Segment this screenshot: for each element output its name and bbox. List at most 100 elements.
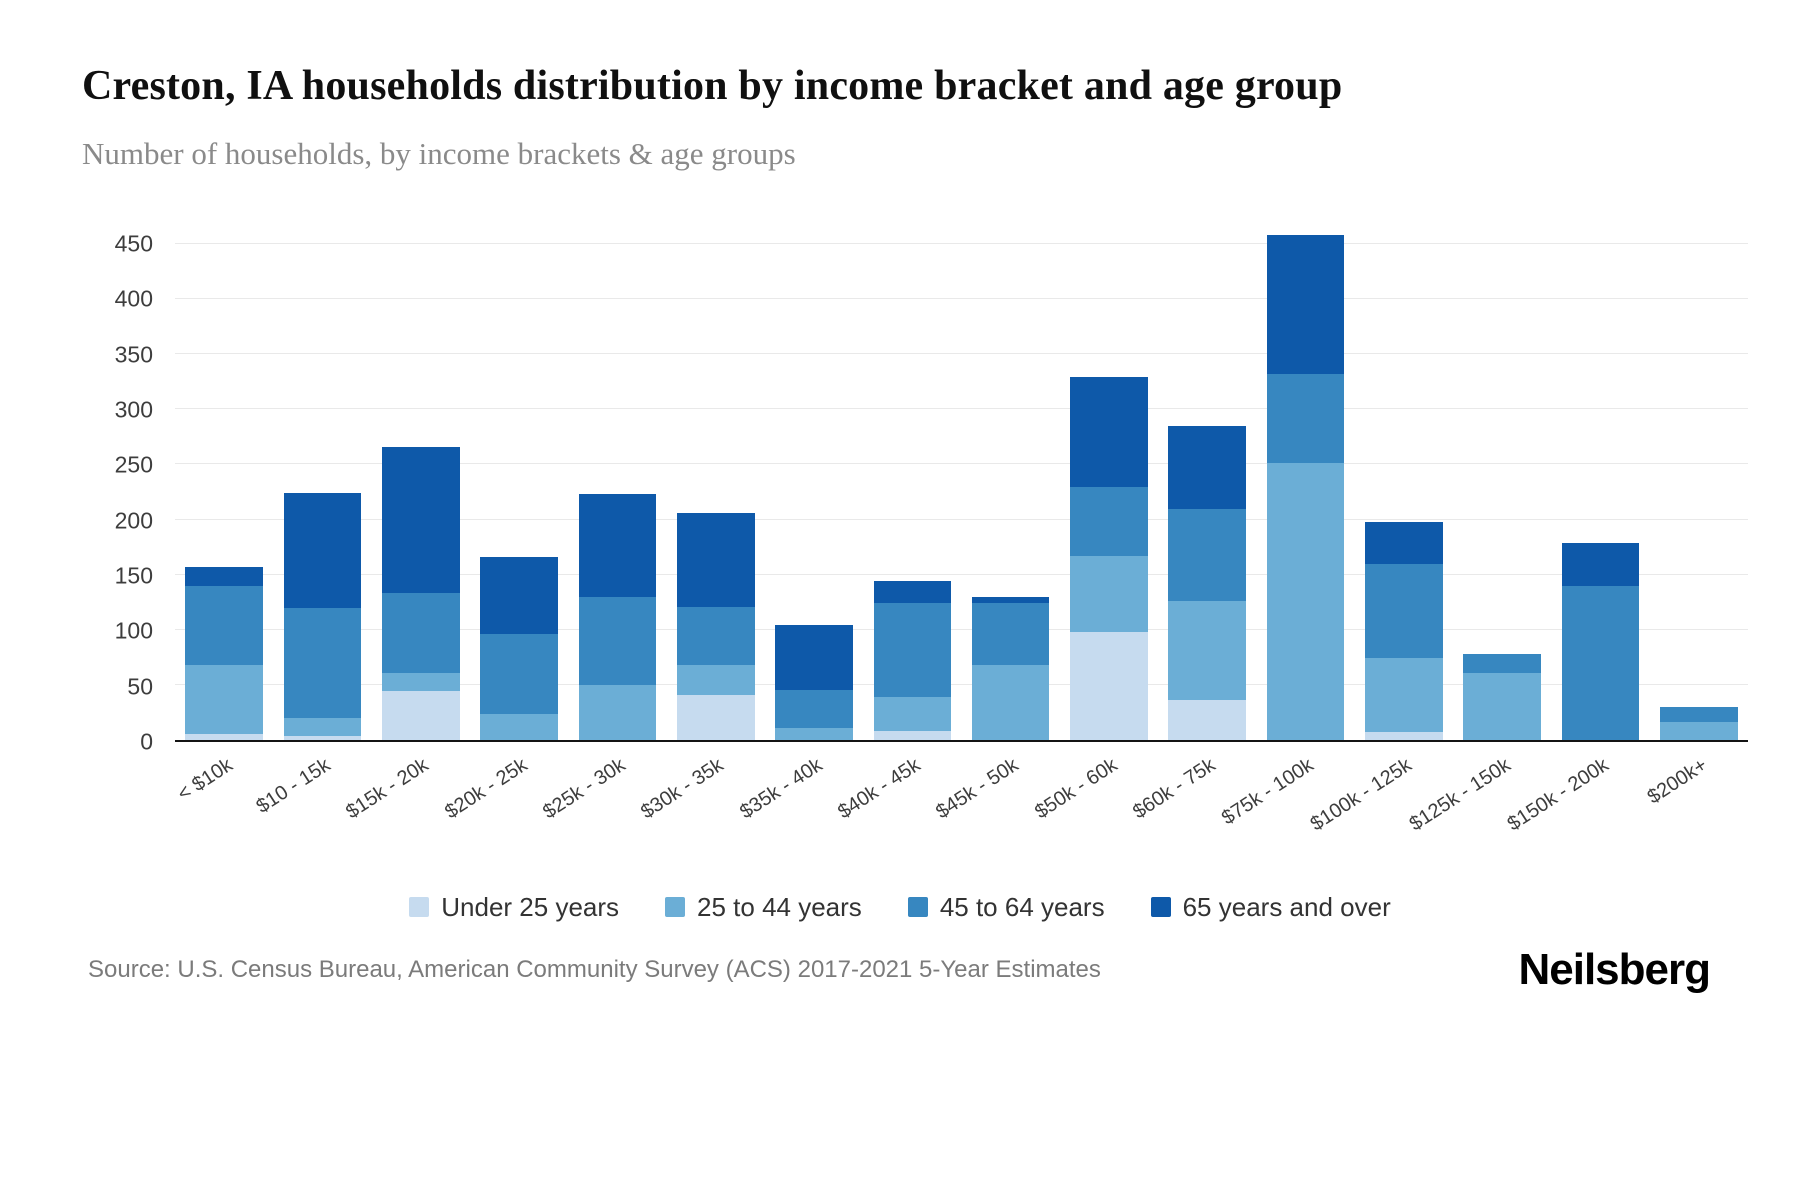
x-tick-label: $75k - 100k (1217, 753, 1318, 830)
bar-segment-45-to-64-years (185, 585, 263, 666)
bar-segment-25-to-44-years (775, 727, 853, 740)
bar-column: $60k - 75k (1129, 222, 1256, 823)
stacked-bar (1561, 222, 1640, 740)
stacked-bar (578, 222, 657, 740)
bar-segment-under-25-years (185, 734, 263, 740)
y-tick-label: 450 (114, 230, 153, 257)
bar-column: $200k+ (1643, 222, 1748, 808)
stacked-bar (1660, 222, 1738, 740)
bar-segment-under-25-years (1365, 732, 1443, 740)
x-tick-label: $35k - 40k (735, 753, 827, 824)
legend: Under 25 years 25 to 44 years 45 to 64 yea… (0, 892, 1800, 923)
legend-item-under-25-years[interactable]: Under 25 years (409, 892, 619, 923)
bar-segment-under-25-years (381, 691, 460, 740)
bar-segment-25-to-44-years (381, 672, 460, 692)
gridline (175, 518, 1748, 520)
bar-segment-45-to-64-years (676, 606, 755, 666)
x-tick-label: $30k - 35k (637, 753, 728, 824)
legend-label: 45 to 64 years (939, 891, 1105, 922)
bar-segment-45-to-64-years (1561, 585, 1640, 740)
bar-segment-45-to-64-years (873, 603, 952, 697)
bar-column: $25k - 30k (539, 222, 666, 823)
y-tick-label: 50 (127, 673, 153, 700)
legend-label: 65 years and over (1182, 891, 1391, 922)
y-tick-label: 350 (114, 341, 153, 368)
stacked-bar-chart: 0 50 100 150 200 250 300 350 400 450 < $10k $10 - … (0, 210, 1800, 886)
bar-column: $150k - 200k (1504, 222, 1649, 835)
bar-segment-65-years-and-over (480, 557, 558, 635)
gridline (175, 573, 1748, 575)
bar-segment-45-to-64-years (1168, 508, 1247, 602)
gridline (175, 353, 1748, 355)
y-tick-label: 250 (114, 451, 153, 478)
bar-segment-65-years-and-over (676, 512, 755, 607)
x-tick-label: $125k - 150k (1405, 753, 1515, 836)
y-tick-label: 100 (114, 617, 153, 644)
bar-column: $10 - 15k (253, 222, 371, 818)
bar-segment-under-25-years (676, 694, 755, 740)
stacked-bar (873, 222, 952, 740)
bar-segment-45-to-64-years (283, 607, 362, 718)
legend-label: 25 to 44 years (697, 891, 862, 922)
bar-column: $35k - 40k (736, 222, 863, 823)
stacked-bar (1168, 222, 1247, 740)
legend-item-45-to-64-years[interactable]: 45 to 64 years (907, 891, 1105, 923)
x-tick-label: $20k - 25k (440, 753, 532, 824)
bar-segment-25-to-44-years (971, 665, 1050, 740)
bar-column: $100k - 125k (1307, 222, 1453, 835)
chart-footer: Source: U.S. Census Bureau, American Com… (0, 945, 1800, 995)
chart-header: Creston, IA households distribution by i… (0, 0, 1800, 172)
bar-segment-under-25-years (1070, 631, 1148, 740)
x-tick-label: $25k - 30k (539, 753, 630, 824)
bar-segment-65-years-and-over (1365, 521, 1443, 564)
stacked-bar (676, 222, 755, 740)
stacked-bar (381, 222, 460, 740)
bar-segment-65-years-and-over (185, 566, 263, 586)
bar-segment-under-25-years (873, 731, 952, 740)
bar-segment-25-to-44-years (283, 717, 362, 736)
x-tick-label: $200k+ (1643, 753, 1711, 809)
bar-segment-25-to-44-years (185, 665, 263, 735)
y-tick-label: 200 (114, 507, 153, 534)
bar-segment-65-years-and-over (971, 596, 1050, 604)
y-tick-label: 0 (140, 728, 153, 755)
bar-segment-25-to-44-years (1660, 722, 1738, 740)
gridline (175, 463, 1748, 465)
bar-column: $15k - 20k (342, 222, 470, 823)
stacked-bar (1070, 222, 1148, 740)
bar-segment-65-years-and-over (1266, 235, 1345, 375)
bar-segment-45-to-64-years (578, 596, 657, 685)
source-attribution: Source: U.S. Census Bureau, American Com… (88, 955, 1101, 983)
legend-item-65-years-and-over[interactable]: 65 years and over (1150, 891, 1391, 923)
stacked-bar (971, 222, 1050, 740)
bar-segment-65-years-and-over (873, 581, 952, 604)
bar-segment-65-years-and-over (1168, 425, 1247, 509)
bar-column: $40k - 45k (834, 222, 961, 823)
bar-segment-65-years-and-over (1070, 377, 1148, 487)
bar-segment-45-to-64-years (381, 593, 460, 673)
x-tick-label: $60k - 75k (1128, 753, 1220, 824)
bar-segment-45-to-64-years (1660, 706, 1738, 723)
legend-item-25-to-44-years[interactable]: 25 to 44 years (665, 892, 862, 923)
legend-swatch-icon (907, 897, 928, 918)
stacked-bar (283, 222, 362, 740)
bar-segment-25-to-44-years (676, 665, 755, 695)
y-tick-label: 400 (114, 285, 153, 312)
legend-swatch-icon (409, 897, 430, 918)
neilsberg-logo[interactable]: Neilsberg (1518, 944, 1711, 994)
x-tick-label: $50k - 60k (1030, 753, 1121, 824)
chart-subtitle: Number of households, by income brackets… (82, 135, 796, 171)
x-tick-label: $150k - 200k (1503, 753, 1613, 836)
bar-segment-45-to-64-years (1070, 486, 1148, 556)
bar-segment-under-25-years (1168, 700, 1247, 740)
x-tick-label: $100k - 125k (1306, 753, 1416, 836)
bar-column: < $10k (173, 222, 273, 805)
bar-segment-65-years-and-over (1561, 542, 1640, 586)
bar-segment-65-years-and-over (381, 446, 460, 594)
bar-segment-25-to-44-years (1463, 672, 1542, 740)
legend-swatch-icon (665, 897, 686, 918)
stacked-bar (1463, 222, 1542, 740)
bar-segment-65-years-and-over (578, 494, 657, 597)
gridline (175, 243, 1748, 244)
x-tick-label: $45k - 50k (932, 753, 1023, 824)
